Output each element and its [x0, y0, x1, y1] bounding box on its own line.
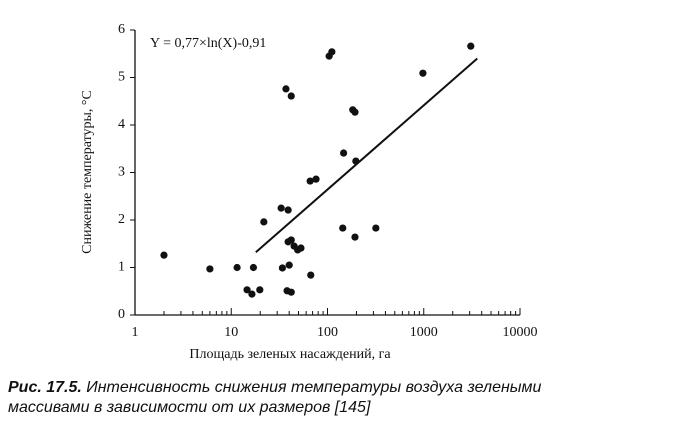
y-tick-label: 3 — [118, 165, 125, 180]
y-tick-label: 0 — [118, 307, 125, 322]
y-tick-label: 4 — [118, 117, 125, 132]
point — [328, 48, 336, 56]
caption-line: массивами в зависимости от их размеров [… — [8, 399, 371, 416]
point — [340, 149, 348, 157]
x-tick-label: 10 — [224, 325, 238, 340]
point — [248, 290, 256, 298]
point — [287, 236, 295, 244]
point — [351, 108, 359, 116]
point — [260, 218, 268, 226]
y-tick-label: 2 — [118, 212, 125, 227]
x-tick-label: 1000 — [410, 325, 438, 340]
y-tick-label: 1 — [118, 260, 125, 275]
point — [297, 244, 305, 252]
point — [306, 177, 314, 185]
x-tick-label: 1 — [132, 325, 139, 340]
caption-label: Рис. 17.5. — [8, 379, 82, 396]
point — [206, 265, 214, 273]
point — [307, 271, 315, 279]
y-tick-label: 5 — [118, 70, 125, 85]
point — [278, 264, 287, 272]
x-tick-label: 100 — [317, 325, 338, 340]
point — [372, 224, 380, 232]
point — [249, 263, 258, 272]
point — [285, 261, 293, 269]
point — [243, 286, 251, 294]
point — [467, 42, 475, 50]
point — [351, 233, 359, 241]
equation: Y = 0,77×ln(X)-0,91 — [150, 36, 266, 51]
point — [282, 85, 290, 93]
point — [287, 92, 295, 100]
point — [287, 288, 295, 296]
caption: Рис. 17.5. Интенсивность снижения темпер… — [8, 379, 542, 396]
caption-line: Интенсивность снижения температуры возду… — [86, 379, 541, 396]
point — [419, 69, 427, 77]
point — [160, 251, 168, 259]
point — [277, 204, 285, 212]
point — [339, 224, 347, 232]
trend-line — [255, 57, 478, 254]
point — [312, 175, 320, 183]
y-tick-label: 6 — [118, 22, 125, 37]
point — [233, 263, 241, 272]
x-tick-label: 10000 — [503, 325, 538, 340]
x-axis-label: Площадь зеленых насаждений, га — [189, 347, 391, 362]
y-axis-label: Снижение температуры, °С — [80, 90, 95, 254]
point — [256, 286, 264, 294]
point — [284, 206, 292, 214]
